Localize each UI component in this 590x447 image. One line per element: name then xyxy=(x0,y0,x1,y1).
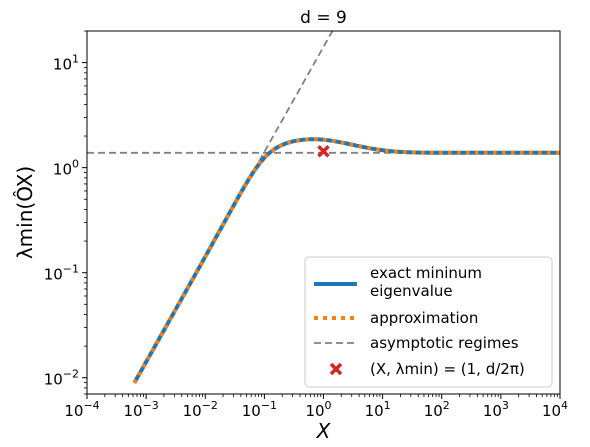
x-tick-label-7: 103 xyxy=(483,399,509,420)
x-tick-label-6: 102 xyxy=(424,399,450,420)
legend-label-exact-0: exact mininum xyxy=(370,264,482,282)
x-tick-label-1: 10−3 xyxy=(123,399,158,420)
legend-box xyxy=(304,256,553,388)
legend-label-approximation: approximation xyxy=(370,309,478,327)
x-tick-label-2: 10−2 xyxy=(183,399,218,420)
legend-label-asymptotic: asymptotic regimes xyxy=(370,334,519,352)
x-tick-label-4: 100 xyxy=(305,399,331,420)
y-tick-label-1: 10−1 xyxy=(44,263,79,284)
x-tick-label-8: 104 xyxy=(542,399,568,420)
x-tick-label-5: 101 xyxy=(365,399,391,420)
chart-title: d = 9 xyxy=(300,8,347,28)
legend-label-exact-1: eigenvalue xyxy=(370,282,453,300)
x-tick-label-0: 10−4 xyxy=(64,399,99,420)
y-tick-label-0: 10−2 xyxy=(44,368,79,389)
approximation-line xyxy=(132,137,560,384)
legend-label-marker: (X, λmin) = (1, d/2π) xyxy=(370,360,525,378)
legend-handle-marker xyxy=(329,362,343,376)
y-tick-label-2: 100 xyxy=(53,158,79,179)
x-axis-title: X xyxy=(316,419,332,443)
plot-area xyxy=(87,31,560,384)
x-tick-label-3: 10−1 xyxy=(242,399,277,420)
special-point-marker xyxy=(317,145,330,158)
y-axis-title: λmin(ÔX) xyxy=(13,166,37,259)
y-tick-label-3: 101 xyxy=(53,53,79,74)
